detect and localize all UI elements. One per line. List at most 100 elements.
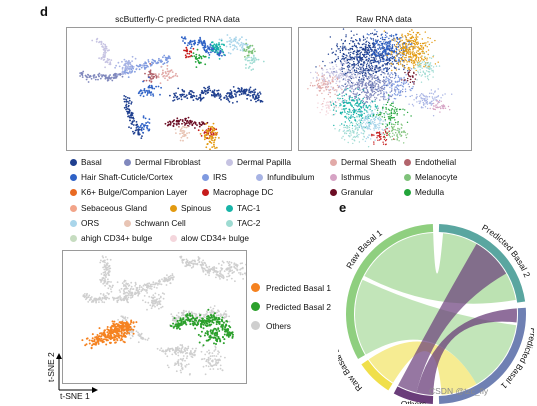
raw-cell-point xyxy=(437,101,440,103)
raw-cell-point xyxy=(354,104,356,106)
raw-cell-point xyxy=(346,69,348,71)
raw-cell-point xyxy=(336,77,339,79)
basal-cell-point xyxy=(157,282,160,285)
predicted-cell-point xyxy=(214,50,217,53)
raw-cell-point xyxy=(369,66,371,68)
raw-cell-point xyxy=(373,117,376,120)
raw-cell-point xyxy=(364,102,366,105)
basal-cell-point xyxy=(165,284,168,286)
raw-cell-point xyxy=(367,122,369,125)
raw-cell-point xyxy=(380,88,383,90)
raw-cell-point xyxy=(343,73,345,75)
raw-cell-point xyxy=(377,48,380,50)
predicted-cell-point xyxy=(182,139,184,142)
legend-swatch xyxy=(70,189,77,197)
basal-cell-point xyxy=(90,296,93,298)
predicted-cell-point xyxy=(198,56,201,59)
predicted-cell-point xyxy=(210,138,213,140)
raw-cell-point xyxy=(325,89,327,91)
raw-cell-point xyxy=(398,52,401,54)
predicted-cell-point xyxy=(128,108,131,111)
raw-cell-point xyxy=(380,41,382,43)
predicted-cell-point xyxy=(138,92,140,95)
predicted-cell-point xyxy=(175,132,177,134)
raw-cell-point xyxy=(378,124,380,127)
raw-cell-point xyxy=(350,30,352,32)
raw-cell-point xyxy=(339,111,342,114)
raw-cell-point xyxy=(385,123,387,125)
raw-cell-point xyxy=(358,111,361,113)
raw-cell-point xyxy=(394,45,397,48)
predicted-cell-point xyxy=(240,41,243,44)
raw-cell-point xyxy=(408,47,410,49)
raw-cell-point xyxy=(372,66,374,68)
predicted-cell-point xyxy=(208,54,211,56)
basal-cell-point xyxy=(154,305,156,308)
basal-cell-point xyxy=(121,282,124,285)
raw-cell-point xyxy=(380,90,382,92)
predicted-cell-point xyxy=(144,91,147,94)
raw-cell-point xyxy=(424,45,426,47)
raw-cell-point xyxy=(325,83,327,85)
raw-cell-point xyxy=(379,86,382,89)
raw-cell-point xyxy=(377,123,379,126)
predicted-cell-point xyxy=(181,119,184,121)
basal-cell-point xyxy=(215,267,218,269)
raw-cell-point xyxy=(393,83,395,85)
predicted-cell-point xyxy=(152,95,155,97)
raw-cell-point xyxy=(418,102,421,105)
raw-cell-point xyxy=(427,67,430,70)
raw-cell-point xyxy=(384,54,386,56)
raw-cell-point xyxy=(347,111,349,113)
raw-cell-point xyxy=(402,44,404,46)
raw-cell-point xyxy=(430,68,433,70)
legend-label: Dermal Papilla xyxy=(237,157,291,167)
predicted-cell-point xyxy=(236,48,239,51)
raw-cell-point xyxy=(383,30,385,32)
legend-item: IRS xyxy=(202,172,227,183)
raw-cell-point xyxy=(424,42,426,44)
raw-cell-point xyxy=(360,118,363,120)
predicted-cell-point xyxy=(183,93,185,96)
predicted-cell-point xyxy=(232,48,235,51)
raw-cell-point xyxy=(389,119,392,121)
basal-cell-point xyxy=(172,278,174,281)
raw-cell-point xyxy=(321,109,323,111)
raw-cell-point xyxy=(369,62,371,64)
raw-cell-point xyxy=(368,80,371,83)
predicted-cell-point xyxy=(215,146,218,149)
raw-cell-point xyxy=(392,112,394,115)
predicted-cell-point xyxy=(176,98,179,101)
raw-cell-point xyxy=(406,121,409,124)
basal-cell-point xyxy=(111,296,114,299)
raw-cell-point xyxy=(375,123,377,126)
basal-cell-point xyxy=(159,283,161,285)
raw-cell-point xyxy=(410,33,412,36)
predicted-cell-point xyxy=(213,89,216,92)
basal-cell-point xyxy=(119,295,121,298)
raw-cell-point xyxy=(366,64,368,66)
basal-cell-point xyxy=(127,282,129,285)
raw-cell-point xyxy=(369,102,372,104)
raw-cell-point xyxy=(358,80,361,83)
predicted-cell-point xyxy=(211,41,214,44)
predicted-cell-point xyxy=(135,127,138,129)
raw-cell-point xyxy=(408,51,410,53)
raw-cell-point xyxy=(357,100,359,102)
raw-cell-point xyxy=(364,109,366,111)
raw-cell-point xyxy=(387,84,389,87)
predicted-cell-point xyxy=(197,129,200,132)
predicted-cell-point xyxy=(149,73,152,75)
predicted-cell-point xyxy=(140,129,143,132)
raw-cell-point xyxy=(384,84,386,87)
raw-cell-point xyxy=(409,89,411,91)
raw-cell-point xyxy=(360,112,363,115)
basal-cell-point xyxy=(206,310,208,313)
basal-cell-point xyxy=(86,296,88,299)
predicted-cell-point xyxy=(104,54,106,57)
raw-cell-point xyxy=(397,123,399,125)
raw-cell-point xyxy=(378,87,380,89)
raw-cell-point xyxy=(350,40,352,42)
basal-cell-point xyxy=(209,306,212,309)
basal-cell-point xyxy=(104,261,106,264)
